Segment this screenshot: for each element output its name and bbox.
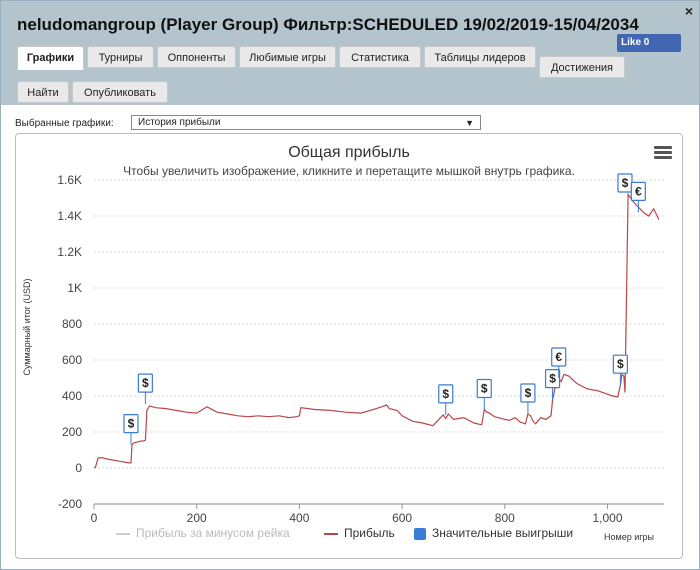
legend-item-rake[interactable]: Прибыль за минусом рейка (116, 526, 290, 540)
x-tick-label: 800 (495, 511, 515, 525)
tab-publish[interactable]: Опубликовать (72, 81, 168, 103)
big-win-marker-box (551, 347, 567, 367)
profit-series-line (93, 192, 660, 469)
big-win-marker-box (476, 378, 492, 399)
big-win-marker-label: $ (442, 387, 449, 401)
x-axis-title: Номер игры (604, 532, 654, 542)
big-win-marker-label: $ (142, 376, 149, 390)
tab-statistics[interactable]: Статистика (339, 46, 421, 68)
tab-favorite-games[interactable]: Любимые игры (239, 46, 336, 68)
tab-tournaments[interactable]: Турниры (87, 46, 154, 68)
big-win-marker-label: $ (617, 357, 624, 371)
big-win-marker-label: € (555, 350, 562, 364)
y-tick-label: 200 (62, 425, 82, 439)
y-tick-label: 0 (75, 461, 82, 475)
tab-leaderboards[interactable]: Таблицы лидеров (424, 46, 536, 68)
legend-item-profit[interactable]: Прибыль (324, 526, 395, 540)
x-tick-label: 400 (289, 511, 309, 525)
big-win-marker-box (612, 354, 628, 374)
big-win-marker-label: $ (525, 386, 532, 400)
y-tick-label: 1.4K (57, 209, 82, 223)
x-tick-label: 600 (392, 511, 412, 525)
y-tick-label: 400 (62, 389, 82, 403)
y-tick-label: 600 (62, 353, 82, 367)
big-win-marker-label: $ (481, 382, 488, 396)
chart-title: Общая прибыль (288, 144, 410, 161)
chart-plot[interactable]: -200 0 200 400 600 800 1K 1.2K 1.4K 1.6K 0 200 400 60… (16, 134, 682, 558)
big-win-marker-label: € (635, 184, 642, 198)
facebook-like-button[interactable]: Like 0 (617, 34, 681, 52)
tab-achievements[interactable]: Достижения (539, 56, 625, 78)
big-win-marker-label: $ (549, 372, 556, 386)
big-win-marker-label: $ (128, 417, 135, 431)
graph-selector-label: Выбранные графики: (15, 118, 114, 129)
graph-select-value: История прибыли (138, 117, 221, 128)
y-tick-label: 1K (67, 281, 82, 295)
tab-graphs[interactable]: Графики (17, 46, 84, 70)
y-tick-label: 1.2K (57, 245, 82, 259)
tab-find[interactable]: Найти (17, 81, 69, 103)
window-title: neludomangroup (Player Group) Фильтр:SCH… (17, 15, 639, 34)
menu-icon[interactable] (654, 146, 672, 160)
y-tick-label: -200 (58, 497, 82, 511)
profit-chart[interactable]: Общая прибыль Чтобы увеличить изображени… (15, 133, 683, 559)
window-header: neludomangroup (Player Group) Фильтр:SCH… (1, 1, 699, 105)
x-tick-label: 1,000 (592, 511, 622, 525)
y-tick-label: 800 (62, 317, 82, 331)
big-win-marker-box (544, 369, 561, 389)
big-win-marker-box (123, 414, 139, 434)
chart-subtitle: Чтобы увеличить изображение, кликните и … (123, 164, 575, 178)
graph-select[interactable]: История прибыли ▼ (131, 115, 481, 130)
y-tick-label: 1.6K (57, 173, 82, 187)
big-win-marker-box (520, 383, 536, 403)
legend-item-big-wins[interactable]: Значительные выигрыши (414, 526, 573, 540)
chevron-down-icon: ▼ (465, 118, 474, 128)
big-win-marker-label: $ (622, 176, 629, 190)
tab-opponents[interactable]: Оппоненты (157, 46, 236, 68)
x-tick-label: 200 (187, 511, 207, 525)
big-win-marker-box (438, 384, 454, 404)
x-tick-label: 0 (91, 511, 98, 525)
close-icon[interactable]: × (684, 3, 693, 19)
big-win-marker-box (630, 181, 646, 202)
big-win-marker-box (137, 373, 153, 393)
